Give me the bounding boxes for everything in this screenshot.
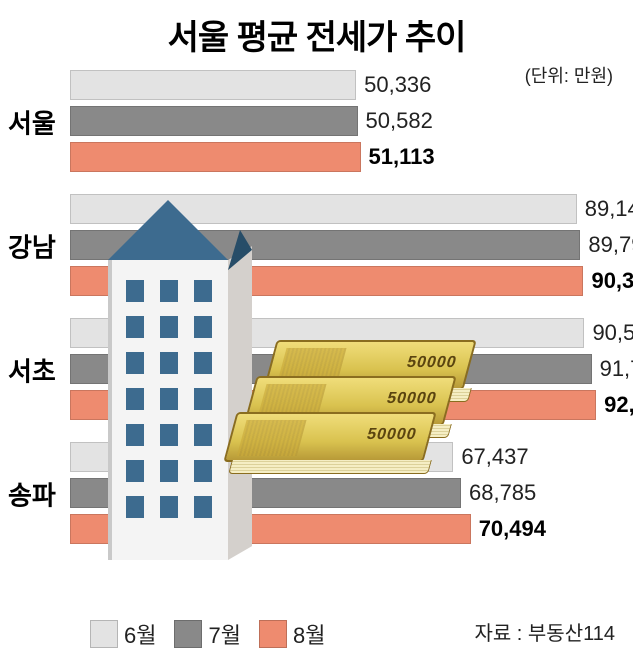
bar	[70, 106, 358, 136]
bar-value: 50,582	[366, 108, 433, 134]
legend-label: 6월	[124, 618, 156, 650]
bar-value: 51,113	[369, 144, 435, 170]
money-illustration	[230, 340, 490, 480]
bar-value: 90,504	[592, 320, 633, 346]
source-label: 자료 : 부동산114	[474, 617, 615, 646]
bar	[70, 142, 361, 172]
bar-value: 70,494	[479, 516, 546, 542]
bar-row: 50,582	[70, 106, 633, 138]
bar-group: 서울 50,336 50,582 51,113	[0, 70, 633, 174]
legend-label: 7월	[208, 618, 240, 650]
group-label: 강남	[8, 228, 56, 265]
chart-title: 서울 평균 전세가 추이	[0, 0, 633, 59]
bar-row: 51,113	[70, 142, 633, 174]
bar-value: 91,760	[600, 356, 633, 382]
bar-value: 89,799	[588, 232, 633, 258]
group-label: 서초	[8, 352, 56, 389]
bar-value: 68,785	[469, 480, 536, 506]
bar-row: 50,336	[70, 70, 633, 102]
bar-value: 89,145	[585, 196, 633, 222]
group-label: 서울	[8, 104, 56, 141]
legend-swatch	[259, 620, 287, 648]
bar-value: 92,570	[604, 392, 633, 418]
bar-value: 50,336	[364, 72, 431, 98]
building-illustration	[88, 200, 248, 560]
bar	[70, 70, 356, 100]
legend-label: 8월	[293, 618, 325, 650]
bar-value: 90,330	[591, 268, 633, 294]
legend-swatch	[90, 620, 118, 648]
legend: 6월 7월 8월	[90, 618, 337, 650]
group-label: 송파	[8, 476, 56, 513]
legend-swatch	[174, 620, 202, 648]
